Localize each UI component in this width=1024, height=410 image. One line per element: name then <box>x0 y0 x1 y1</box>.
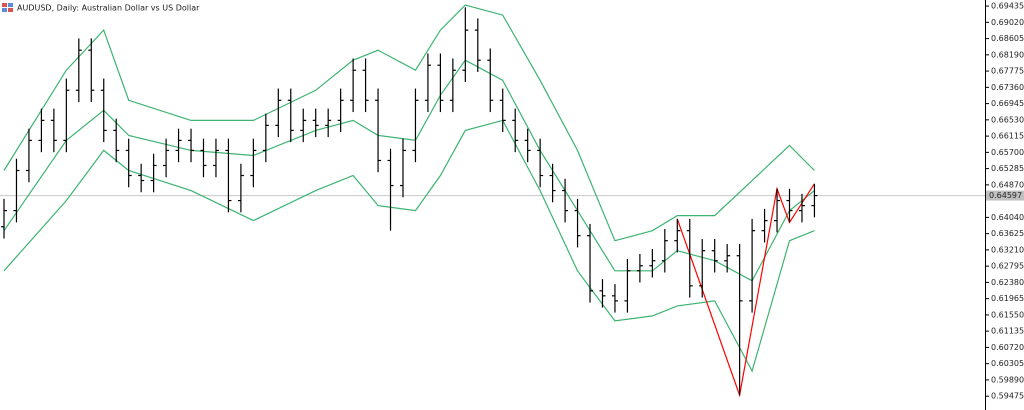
y-tick-label: 0.60305 <box>991 359 1024 368</box>
y-tick-label: 0.64040 <box>991 213 1024 222</box>
y-tick-label: 0.62795 <box>991 262 1024 271</box>
price-label: 0.64597 <box>989 191 1022 200</box>
y-tick-label: 0.63210 <box>991 245 1024 254</box>
y-tick-label: 0.65285 <box>991 164 1024 173</box>
y-tick-label: 0.67360 <box>991 83 1024 92</box>
chart-title: AUDUSD, Daily: Australian Dollar vs US D… <box>17 4 200 13</box>
indicator-line <box>3 119 815 373</box>
y-tick-label: 0.63625 <box>991 229 1024 238</box>
y-tick-label: 0.62380 <box>991 278 1024 287</box>
y-tick-label: 0.59475 <box>991 392 1024 401</box>
y-tick-label: 0.66945 <box>991 99 1024 108</box>
y-tick-label: 0.66530 <box>991 115 1024 124</box>
indicator-line <box>676 183 815 398</box>
indicator-line <box>3 4 815 242</box>
y-tick-label: 0.67775 <box>991 67 1024 76</box>
y-tick-label: 0.61965 <box>991 294 1024 303</box>
y-tick-label: 0.69435 <box>991 2 1024 11</box>
y-tick-label: 0.61550 <box>991 310 1024 319</box>
y-tick-label: 0.66115 <box>991 132 1024 141</box>
y-tick-label: 0.59890 <box>991 375 1024 384</box>
price-label-box <box>986 190 1024 201</box>
y-tick-label: 0.61135 <box>991 327 1024 336</box>
y-tick-label: 0.68190 <box>991 50 1024 59</box>
y-tick-label: 0.68605 <box>991 34 1024 43</box>
y-tick-label: 0.64870 <box>991 180 1024 189</box>
y-tick-label: 0.65700 <box>991 148 1024 157</box>
symbol-icon <box>2 3 13 12</box>
y-tick-label: 0.60720 <box>991 343 1024 352</box>
y-tick-label: 0.69020 <box>991 18 1024 27</box>
